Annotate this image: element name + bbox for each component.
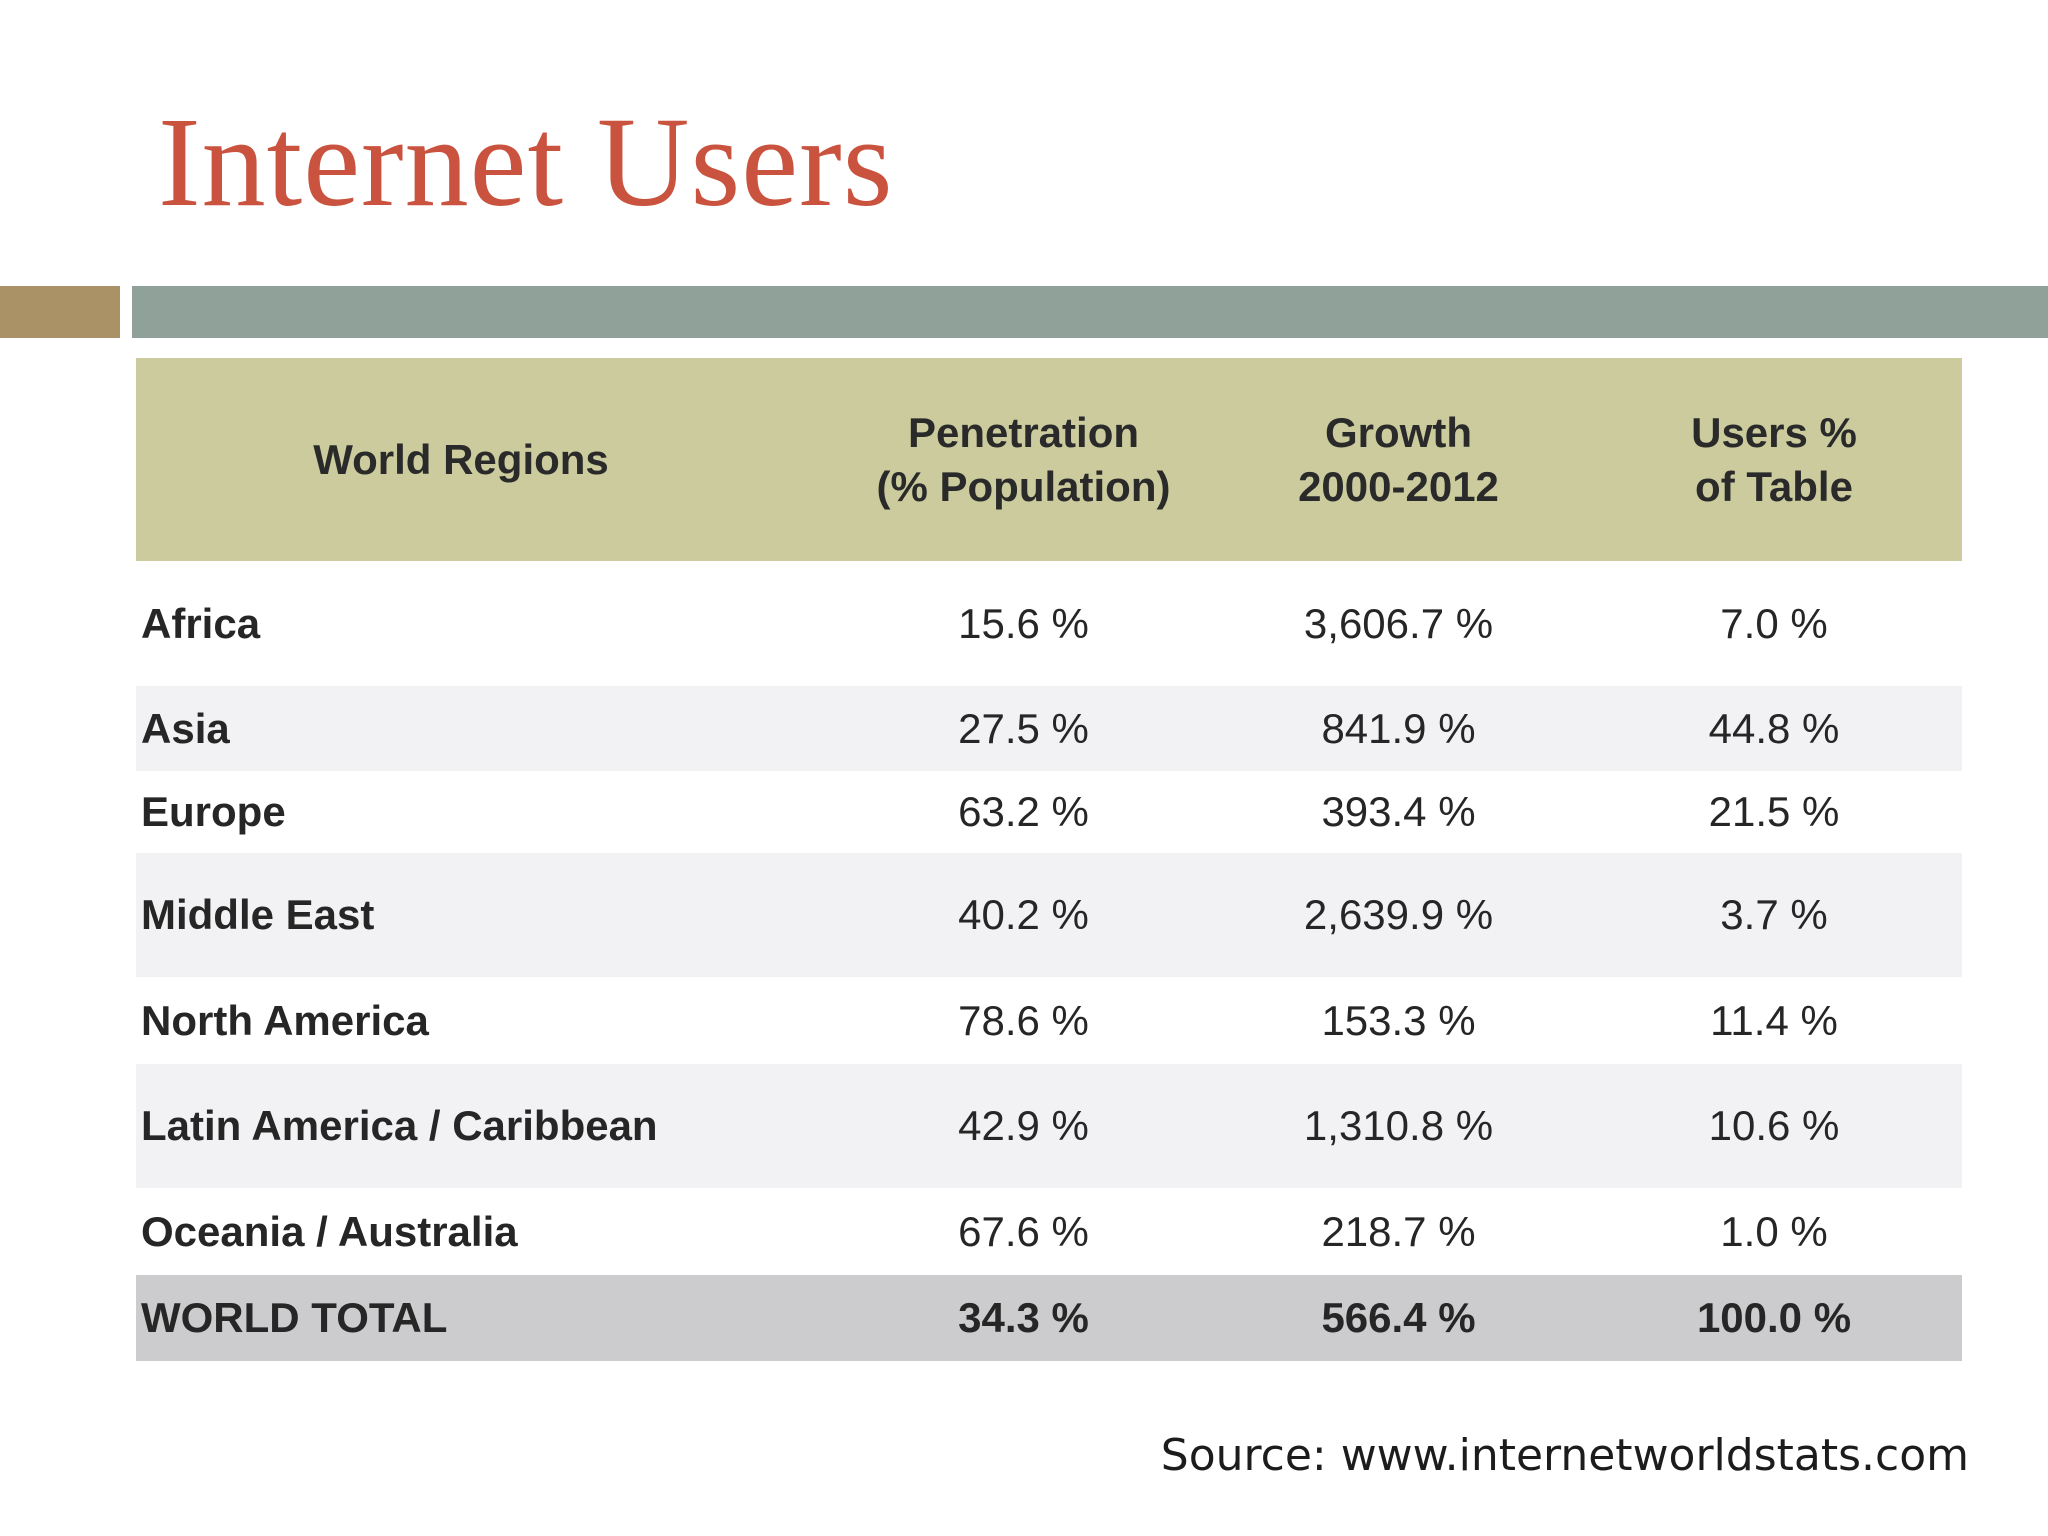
total-label-cell: WORLD TOTAL xyxy=(136,1275,836,1361)
header-line: Growth xyxy=(1325,408,1472,456)
table-header-row: World Regions Penetration (% Population)… xyxy=(136,358,1962,561)
penetration-cell: 15.6 % xyxy=(836,561,1211,686)
table-row: North America 78.6 % 153.3 % 11.4 % xyxy=(136,977,1962,1064)
region-cell: Africa xyxy=(136,561,836,686)
table-row: Oceania / Australia 67.6 % 218.7 % 1.0 % xyxy=(136,1188,1962,1275)
penetration-cell: 42.9 % xyxy=(836,1064,1211,1188)
header-line: Users % xyxy=(1691,408,1857,456)
internet-users-table: World Regions Penetration (% Population)… xyxy=(136,358,1962,1361)
growth-cell: 3,606.7 % xyxy=(1211,561,1586,686)
table-row: Africa 15.6 % 3,606.7 % 7.0 % xyxy=(136,561,1962,686)
header-line: of Table xyxy=(1695,462,1853,510)
users-share-cell: 44.8 % xyxy=(1586,686,1962,771)
accent-bar-left xyxy=(0,286,120,338)
table-row: Asia 27.5 % 841.9 % 44.8 % xyxy=(136,686,1962,771)
growth-cell: 393.4 % xyxy=(1211,771,1586,853)
table-total-row: WORLD TOTAL 34.3 % 566.4 % 100.0 % xyxy=(136,1275,1962,1361)
growth-cell: 2,639.9 % xyxy=(1211,853,1586,977)
users-share-cell: 1.0 % xyxy=(1586,1188,1962,1275)
source-note: Source: www.internetworldstats.com xyxy=(1160,1430,1969,1481)
region-cell: Oceania / Australia xyxy=(136,1188,836,1275)
table-row: Latin America / Caribbean 42.9 % 1,310.8… xyxy=(136,1064,1962,1188)
users-share-cell: 11.4 % xyxy=(1586,977,1962,1064)
users-share-cell: 10.6 % xyxy=(1586,1064,1962,1188)
total-users-share-cell: 100.0 % xyxy=(1586,1275,1962,1361)
growth-cell: 1,310.8 % xyxy=(1211,1064,1586,1188)
total-growth-cell: 566.4 % xyxy=(1211,1275,1586,1361)
penetration-cell: 40.2 % xyxy=(836,853,1211,977)
users-share-cell: 3.7 % xyxy=(1586,853,1962,977)
penetration-cell: 63.2 % xyxy=(836,771,1211,853)
table-row: Europe 63.2 % 393.4 % 21.5 % xyxy=(136,771,1962,853)
header-line: World Regions xyxy=(313,435,609,483)
header-world-regions: World Regions xyxy=(136,358,836,561)
region-cell: Europe xyxy=(136,771,836,853)
growth-cell: 218.7 % xyxy=(1211,1188,1586,1275)
penetration-cell: 67.6 % xyxy=(836,1188,1211,1275)
table-row: Middle East 40.2 % 2,639.9 % 3.7 % xyxy=(136,853,1962,977)
header-users-share: Users % of Table xyxy=(1586,358,1962,561)
region-cell: Middle East xyxy=(136,853,836,977)
region-cell: North America xyxy=(136,977,836,1064)
growth-cell: 153.3 % xyxy=(1211,977,1586,1064)
region-cell: Latin America / Caribbean xyxy=(136,1064,836,1188)
accent-bar-right xyxy=(132,286,2048,338)
header-line: Penetration xyxy=(907,408,1140,456)
header-line: (% Population) xyxy=(876,462,1171,510)
header-penetration: Penetration (% Population) xyxy=(836,358,1211,561)
slide-title: Internet Users xyxy=(158,91,894,233)
penetration-cell: 27.5 % xyxy=(836,686,1211,771)
users-share-cell: 21.5 % xyxy=(1586,771,1962,853)
header-growth: Growth 2000-2012 xyxy=(1211,358,1586,561)
region-cell: Asia xyxy=(136,686,836,771)
total-penetration-cell: 34.3 % xyxy=(836,1275,1211,1361)
header-line: 2000-2012 xyxy=(1298,462,1499,510)
users-share-cell: 7.0 % xyxy=(1586,561,1962,686)
growth-cell: 841.9 % xyxy=(1211,686,1586,771)
penetration-cell: 78.6 % xyxy=(836,977,1211,1064)
